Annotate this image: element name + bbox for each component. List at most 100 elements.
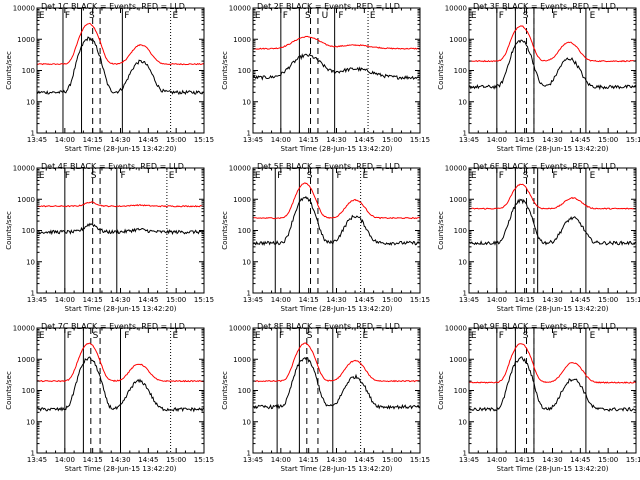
y-tick-label: 10 [26, 258, 35, 266]
zone-label: F [124, 11, 129, 21]
plot-frame [252, 327, 421, 454]
y-tick-label: 1000 [233, 196, 251, 204]
zone-label: F [279, 331, 284, 341]
panel-5: E F S F E 1 10 100 1000 10000 13:45 14:00 14:15 14:30… [221, 162, 430, 313]
x-tick-label: 15:15 [626, 136, 640, 144]
y-tick-label: 1 [31, 290, 35, 298]
y-axis-label: Counts/sec [5, 371, 13, 410]
y-tick-label: 10000 [445, 325, 467, 333]
zone-label: E [172, 11, 178, 21]
lld-series-line [468, 25, 637, 63]
panel-7: E F S F E 1 10 100 1000 10000 13:45 14:00 14:15 14:30… [5, 322, 214, 473]
lld-series-line [252, 342, 421, 383]
x-tick-label: 13:45 [27, 136, 47, 144]
x-axis-label: Start Time (28-Jun-15 13:42:20) [281, 465, 393, 473]
events-series-line [36, 222, 205, 236]
panel-title: Det 2F BLACK = Events, RED = LLD [257, 2, 400, 11]
x-tick-label: 15:15 [410, 136, 430, 144]
y-tick-label: 10 [458, 98, 467, 106]
zone-label: F [65, 171, 70, 181]
panel-title: Det 6F BLACK = Events, RED = LLD [473, 162, 616, 171]
zone-label: E [362, 171, 368, 181]
zone-label: E [39, 11, 45, 21]
x-tick-label: 14:45 [354, 136, 374, 144]
zone-label: F [283, 11, 288, 21]
y-axis-label: Counts/sec [5, 51, 13, 90]
zone-label: E [169, 171, 175, 181]
lld-series-line [252, 182, 421, 220]
x-tick-label: 14:15 [515, 296, 535, 304]
x-tick-label: 14:45 [570, 296, 590, 304]
y-axis-label: Counts/sec [437, 211, 445, 250]
x-tick-label: 15:00 [166, 456, 186, 464]
zone-label: E [172, 331, 178, 341]
y-tick-label: 10 [26, 98, 35, 106]
zone-label: S [93, 331, 99, 341]
zone-label: S [307, 331, 313, 341]
zone-label: F [277, 171, 282, 181]
panel-6: E F S F E 1 10 100 1000 10000 13:45 14:00 14:15 14:30… [437, 162, 640, 313]
x-tick-label: 15:15 [410, 456, 430, 464]
zone-label: F [338, 11, 343, 21]
x-tick-label: 14:00 [55, 136, 75, 144]
lld-series-line [36, 342, 205, 383]
x-tick-label: 15:15 [194, 296, 214, 304]
y-tick-label: 10000 [13, 5, 35, 13]
events-series-line [252, 356, 421, 410]
panel-1: E F S F E 1 10 100 1000 10000 13:45 14:00 14:15 14:30… [5, 2, 214, 153]
x-tick-label: 13:45 [459, 296, 479, 304]
y-tick-label: 100 [238, 67, 251, 75]
x-tick-label: 15:00 [166, 296, 186, 304]
x-tick-label: 14:15 [515, 136, 535, 144]
zone-label: S [91, 171, 97, 181]
x-tick-label: 14:00 [487, 296, 507, 304]
panel-title: Det 5F BLACK = Events, RED = LLD [257, 162, 400, 171]
x-tick-label: 13:45 [27, 296, 47, 304]
y-tick-label: 1 [31, 450, 35, 458]
x-tick-label: 14:00 [55, 456, 75, 464]
y-tick-label: 10 [242, 418, 251, 426]
y-tick-label: 1 [247, 450, 251, 458]
y-tick-label: 10000 [13, 165, 35, 173]
y-tick-label: 100 [22, 387, 35, 395]
x-tick-label: 15:00 [598, 136, 618, 144]
x-tick-label: 13:45 [27, 456, 47, 464]
zone-label: E [471, 331, 477, 341]
x-tick-label: 13:45 [459, 136, 479, 144]
y-tick-label: 1 [463, 130, 467, 138]
x-tick-label: 14:45 [138, 296, 158, 304]
y-tick-label: 10000 [229, 325, 251, 333]
y-tick-label: 10 [458, 258, 467, 266]
zone-label: E [370, 11, 376, 21]
lld-series-line [468, 343, 637, 384]
zone-label: S [307, 171, 313, 181]
panel-title: Det 7C BLACK = Events, RED = LLD [41, 322, 185, 331]
events-series-line [36, 36, 205, 96]
x-tick-label: 14:30 [542, 136, 562, 144]
x-tick-label: 14:45 [570, 136, 590, 144]
y-tick-label: 100 [22, 67, 35, 75]
x-tick-label: 13:45 [243, 136, 263, 144]
x-tick-label: 15:00 [166, 136, 186, 144]
y-axis-label: Counts/sec [221, 211, 229, 250]
x-tick-label: 14:30 [110, 456, 130, 464]
y-tick-label: 1000 [449, 36, 467, 44]
x-tick-label: 14:30 [326, 296, 346, 304]
zone-label: S [523, 11, 529, 21]
y-tick-label: 10 [458, 418, 467, 426]
x-tick-label: 15:15 [626, 456, 640, 464]
zone-label: F [553, 331, 558, 341]
x-tick-label: 14:15 [83, 296, 103, 304]
y-tick-label: 100 [238, 387, 251, 395]
x-axis-label: Start Time (28-Jun-15 13:42:20) [497, 145, 609, 153]
lld-series-line [36, 201, 205, 208]
x-tick-label: 15:00 [382, 456, 402, 464]
panel-title: Det 8F BLACK = Events, RED = LLD [257, 322, 400, 331]
zone-label: E [255, 11, 261, 21]
x-tick-label: 14:45 [354, 296, 374, 304]
zone-label: E [590, 11, 596, 21]
zone-label: E [471, 171, 477, 181]
x-tick-label: 14:30 [326, 136, 346, 144]
zone-label: E [471, 11, 477, 21]
events-series-line [469, 39, 637, 91]
